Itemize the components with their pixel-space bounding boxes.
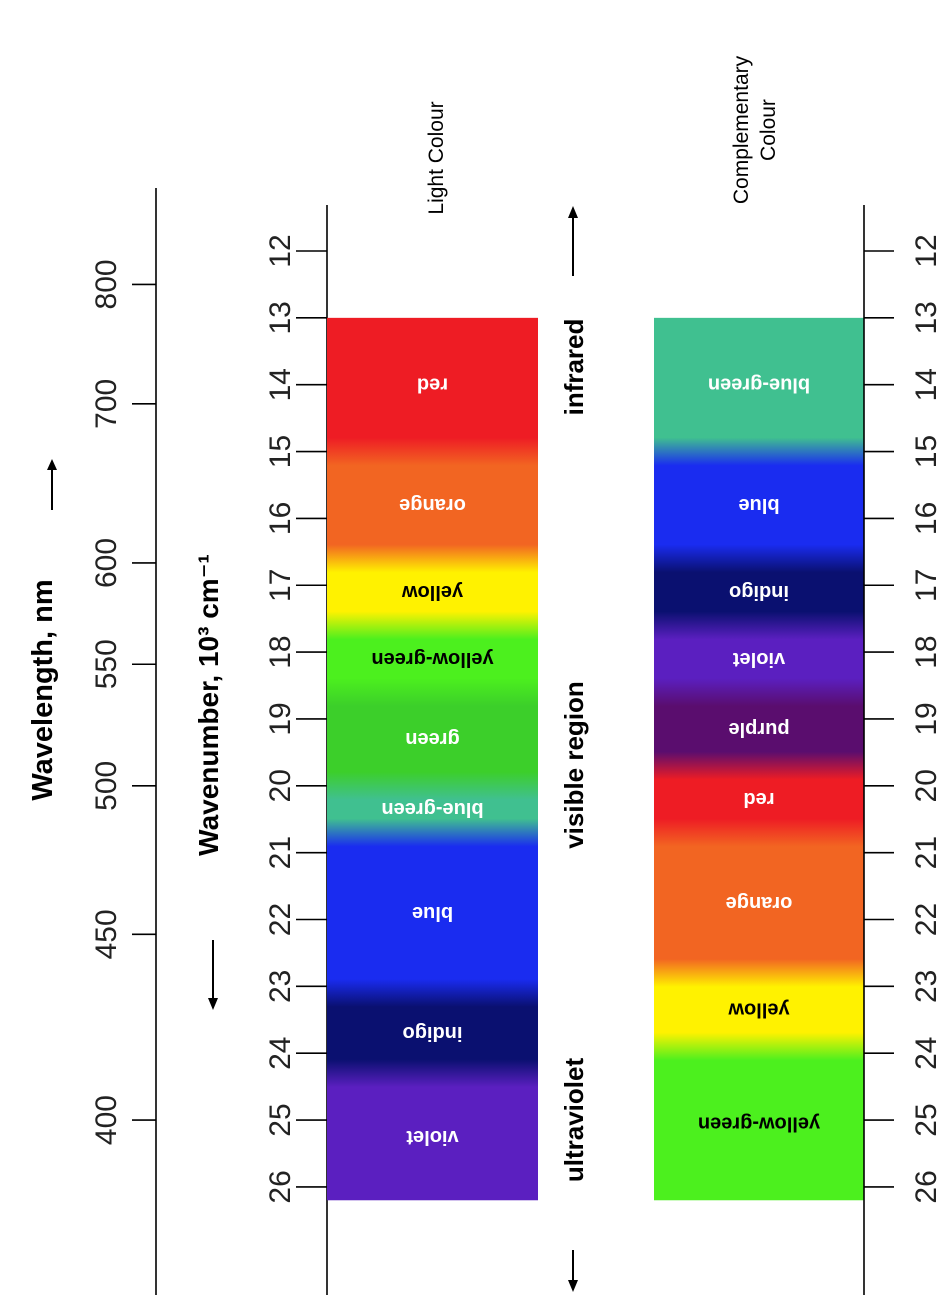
light_colour-label-blue: blue — [412, 902, 453, 924]
wavenumber-arrow — [208, 940, 218, 1010]
wavenumber-tick-label-right-13: 13 — [910, 301, 938, 334]
wavenumber-tick-label-right-14: 14 — [910, 368, 938, 401]
wavenumber-tick-label-right-16: 16 — [910, 502, 938, 535]
light_colour-label-yellow-green: yellow-green — [371, 648, 493, 670]
wavelength-tick-label-600: 600 — [90, 538, 123, 588]
wavenumber-tick-label-left-22: 22 — [264, 903, 297, 936]
wavelength-tick-label-450: 450 — [90, 909, 123, 959]
wavenumber-tick-label-right-17: 17 — [910, 569, 938, 602]
wavenumber-tick-label-right-22: 22 — [910, 903, 938, 936]
complementary_colour-label-violet: violet — [733, 648, 786, 670]
wavenumber-tick-label-right-18: 18 — [910, 635, 938, 668]
wavenumber-tick-label-left-13: 13 — [264, 301, 297, 334]
infrared-label: infrared — [559, 319, 589, 416]
wavenumber-ticks-left: 12 13 14 15 16 17 18 19 20 21 22 23 24 25 26 — [264, 234, 327, 1204]
wavenumber-tick-label-left-20: 20 — [264, 769, 297, 802]
complementary_colour-label-yellow-green: yellow-green — [698, 1112, 820, 1134]
wavelength-tick-label-800: 800 — [90, 259, 123, 309]
wavenumber-tick-label-right-25: 25 — [910, 1103, 938, 1136]
wavenumber-tick-label-left-24: 24 — [264, 1037, 297, 1070]
wavelength-arrow — [47, 459, 57, 510]
wavenumber-tick-label-left-16: 16 — [264, 502, 297, 535]
wavenumber-axis-title: Wavenumber, 10³ cm⁻¹ — [193, 554, 224, 856]
light_colour-label-yellow: yellow — [401, 581, 463, 603]
complementary_colour-label-blue-green: blue-green — [708, 374, 810, 396]
light_colour-label-red: red — [417, 374, 448, 396]
complementary-heading-line2: Colour — [757, 99, 780, 161]
wavenumber-tick-label-left-12: 12 — [264, 234, 297, 267]
wavelength-tick-label-700: 700 — [90, 379, 123, 429]
wavenumber-tick-label-left-21: 21 — [264, 836, 297, 869]
wavenumber-tick-label-right-19: 19 — [910, 702, 938, 735]
wavenumber-tick-label-left-14: 14 — [264, 368, 297, 401]
complementary_colour-label-indigo: indigo — [729, 581, 789, 603]
complementary-heading-line1: Complementary — [730, 55, 753, 204]
complementary_colour-label-purple: purple — [728, 718, 789, 740]
light_colour-label-violet: violet — [406, 1126, 459, 1148]
complementary-colour-bar: blue-green blue indigo violet purple red orang… — [654, 317, 864, 1201]
wavelength-tick-label-400: 400 — [90, 1095, 123, 1145]
ultraviolet-label: ultraviolet — [559, 1058, 589, 1183]
complementary_colour-label-red: red — [743, 788, 774, 810]
light_colour-label-orange: orange — [399, 494, 466, 516]
wavenumber-tick-label-right-20: 20 — [910, 769, 938, 802]
wavelength-tick-label-550: 550 — [90, 639, 123, 689]
light_colour-gradient — [327, 317, 538, 1201]
wavenumber-tick-label-right-15: 15 — [910, 435, 938, 468]
light-colour-bar: red orange yellow yellow-green green blue-gre… — [327, 317, 538, 1201]
wavenumber-tick-label-left-19: 19 — [264, 702, 297, 735]
wavenumber-ticks-right: 12 13 14 15 16 17 18 19 20 21 22 23 24 25 26 — [864, 234, 938, 1204]
wavenumber-tick-label-right-26: 26 — [910, 1170, 938, 1203]
complementary_colour-gradient — [654, 317, 864, 1201]
complementary_colour-label-blue: blue — [738, 494, 779, 516]
wavenumber-tick-label-left-26: 26 — [264, 1170, 297, 1203]
wavelength-ticks: 800 700 600 550 500 450 400 — [90, 259, 156, 1145]
wavenumber-tick-label-left-17: 17 — [264, 569, 297, 602]
wavenumber-tick-label-left-23: 23 — [264, 970, 297, 1003]
wavelength-axis-title: Wavelength, nm — [27, 579, 59, 800]
wavenumber-tick-label-left-15: 15 — [264, 435, 297, 468]
wavenumber-tick-label-right-23: 23 — [910, 970, 938, 1003]
wavenumber-tick-label-right-12: 12 — [910, 234, 938, 267]
light_colour-label-blue-green: blue-green — [381, 798, 483, 820]
light_colour-label-green: green — [405, 728, 459, 750]
visible-region-label: visible region — [559, 681, 589, 849]
wavenumber-tick-label-right-24: 24 — [910, 1037, 938, 1070]
ultraviolet-arrow — [568, 1250, 578, 1292]
infrared-arrow — [568, 206, 578, 276]
wavenumber-tick-label-right-21: 21 — [910, 836, 938, 869]
complementary_colour-label-orange: orange — [726, 892, 793, 914]
wavelength-tick-label-500: 500 — [90, 761, 123, 811]
wavenumber-tick-label-left-18: 18 — [264, 635, 297, 668]
complementary_colour-label-yellow: yellow — [728, 999, 790, 1021]
wavenumber-tick-label-left-25: 25 — [264, 1103, 297, 1136]
light-colour-heading: Light Colour — [425, 101, 448, 214]
light_colour-label-indigo: indigo — [403, 1022, 463, 1044]
